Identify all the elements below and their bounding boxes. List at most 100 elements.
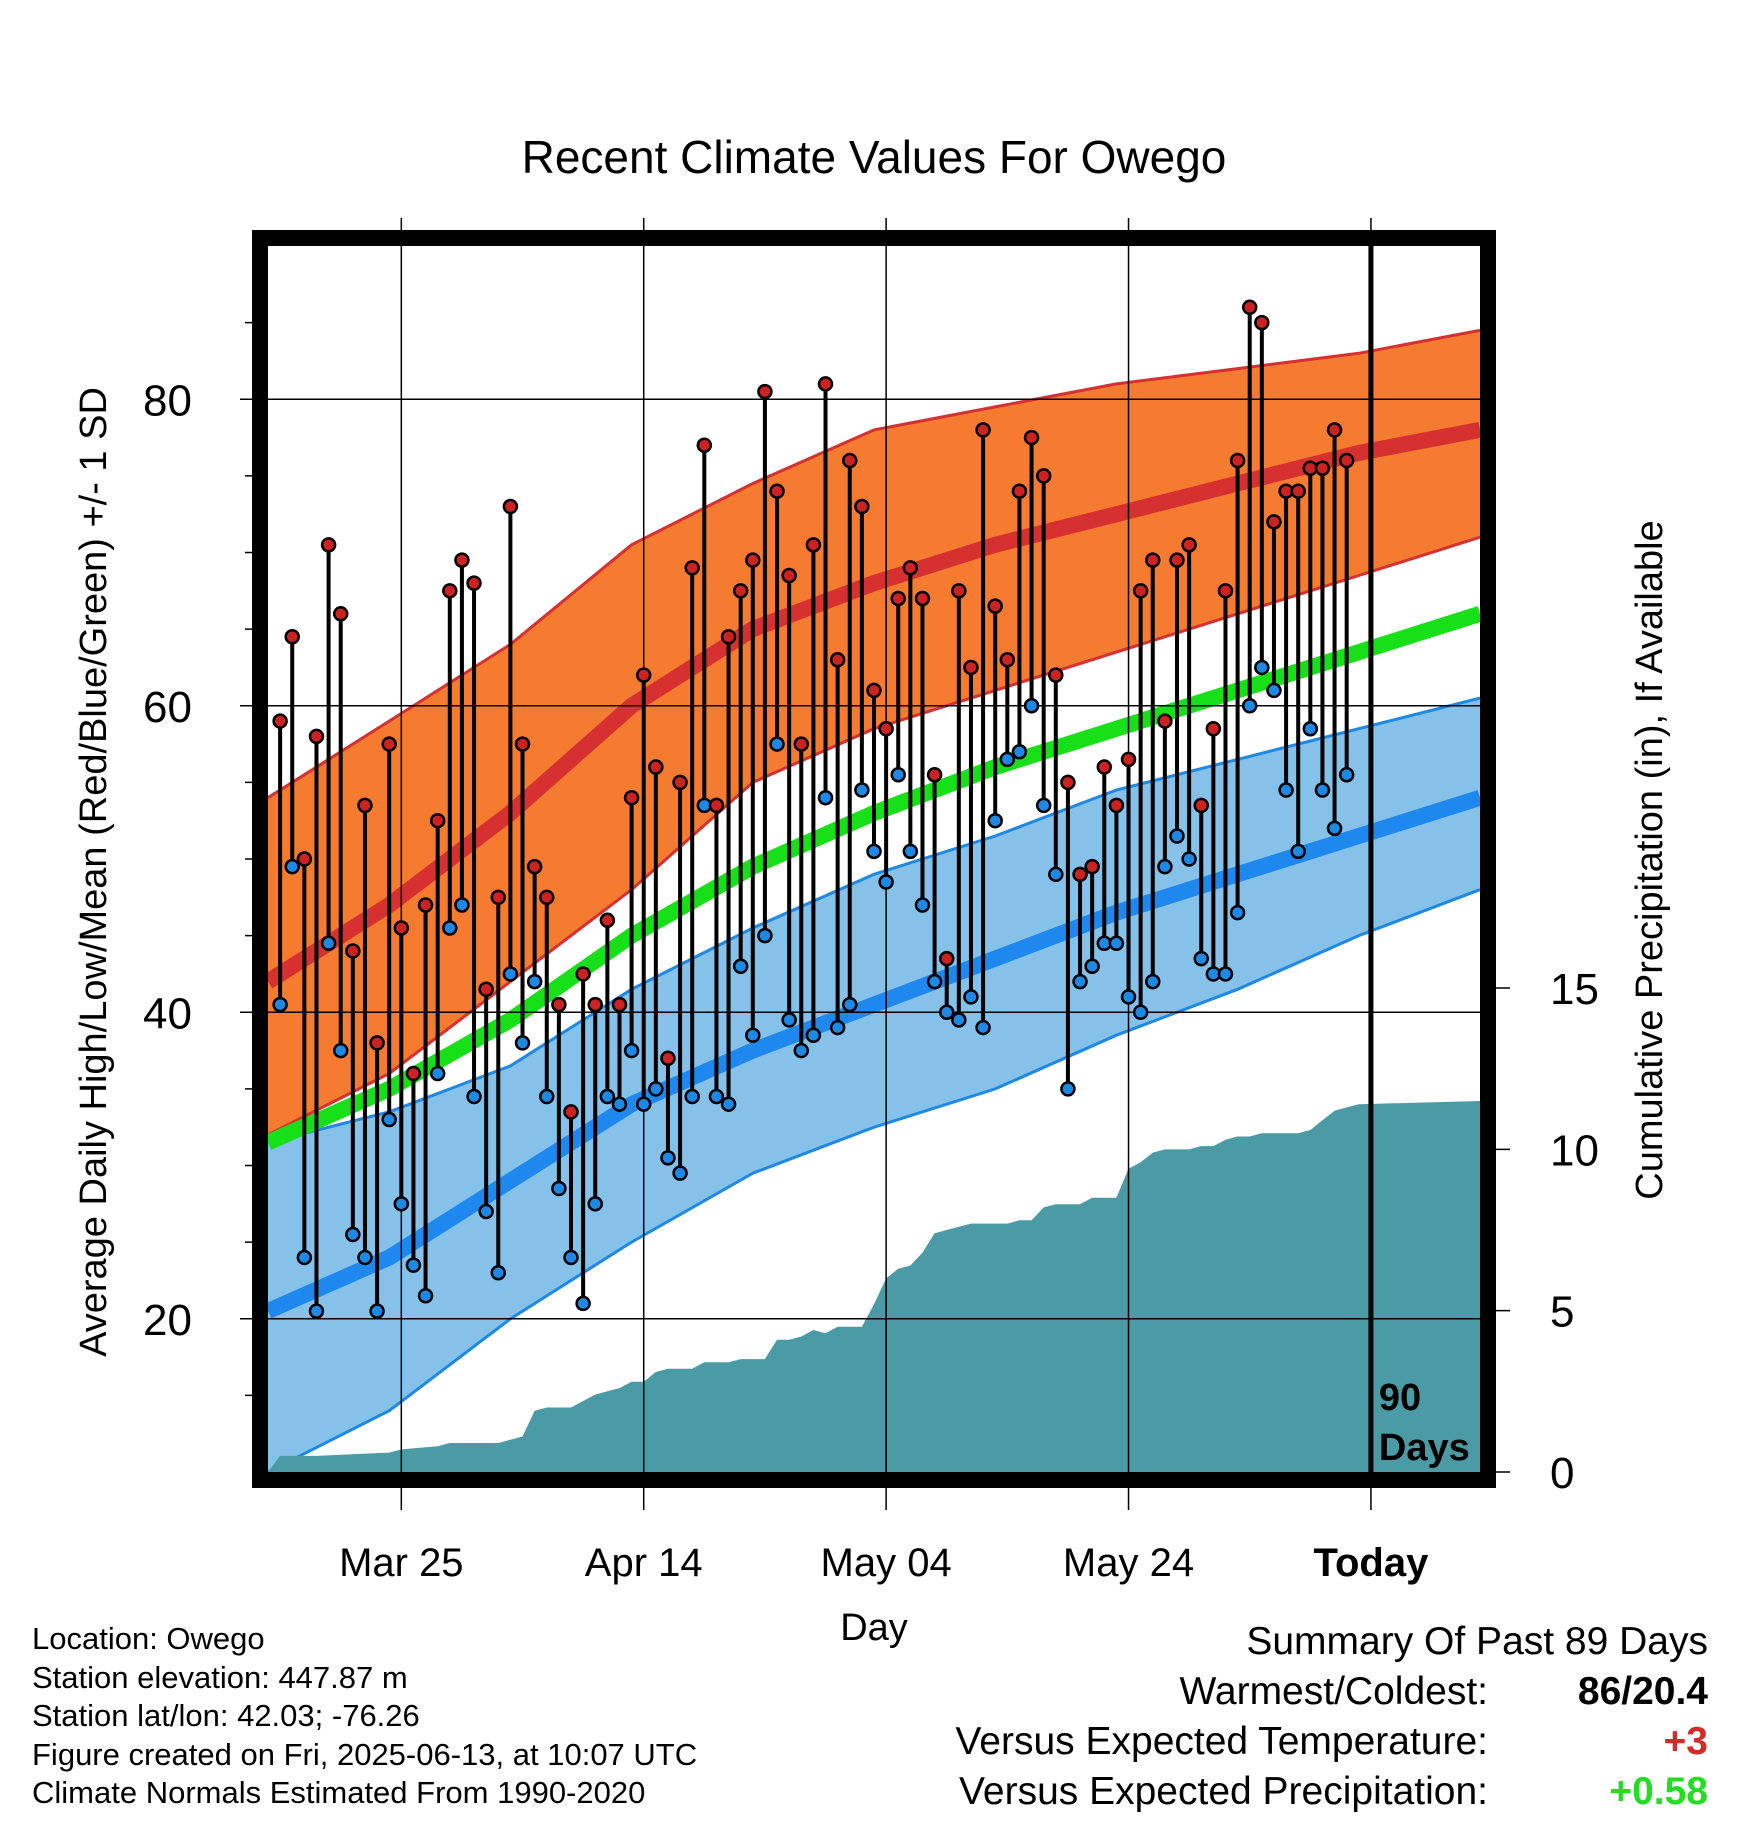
high-point [745,552,761,568]
high-point [805,537,822,553]
low-point [1072,973,1088,990]
high-point [793,736,810,752]
high-point [1120,751,1137,768]
high-point [405,1065,422,1082]
high-point [539,889,555,906]
low-point [708,1088,725,1105]
high-point [987,598,1003,614]
high-point [660,1050,676,1066]
low-point [769,736,785,752]
created-text: Figure created on Fri, 2025-06-13, at 10… [32,1736,698,1772]
high-point [442,583,458,599]
low-point [866,843,882,860]
high-point [1229,452,1246,469]
low-point [454,897,470,913]
low-point [963,989,979,1005]
today-days-label: 90 [1379,1377,1421,1419]
high-point [563,1104,579,1120]
high-point [648,759,664,775]
high-point [817,376,834,392]
low-point [890,766,906,783]
high-point [1290,483,1306,499]
low-point [345,1226,361,1243]
low-point [951,1012,967,1028]
low-point [902,843,919,860]
x-tick-label: Today [1314,1541,1430,1585]
high-point [1181,537,1197,553]
high-point [696,437,713,453]
x-axis-label: Day [840,1607,908,1649]
high-point [890,590,906,607]
low-point [466,1088,482,1105]
normals-text: Climate Normals Estimated From 1990-2020 [32,1775,646,1810]
high-point [769,483,785,499]
low-point [320,935,337,952]
low-point [502,966,519,982]
low-point [1217,966,1234,982]
high-point [914,590,931,607]
low-point [999,751,1016,768]
y-right-tick-label: 10 [1550,1126,1599,1175]
location-text: Location: Owego [32,1621,265,1656]
high-point [854,498,870,515]
vs-temp-label: Versus Expected Temperature: [955,1720,1488,1763]
low-point [1229,904,1246,921]
low-point [684,1088,700,1105]
low-point [1157,858,1173,875]
low-point [1278,782,1294,798]
high-point [1011,483,1028,499]
low-point [539,1088,555,1105]
low-point [587,1196,603,1212]
low-point [296,1249,313,1266]
y-left-tick-label: 80 [143,376,192,425]
high-point [417,897,434,913]
low-sd-band-upper-edge [268,696,1480,1144]
high-point [466,575,482,591]
high-point [357,797,373,814]
high-point [1023,429,1040,446]
high-point [320,537,337,553]
high-point [1169,552,1185,568]
precipitation-fill [268,1101,1480,1472]
high-point [454,552,470,568]
low-point [648,1081,664,1097]
high-point [478,981,494,998]
low-point [1193,950,1209,967]
low-point [623,1042,640,1059]
low-point [1254,659,1270,676]
low-point [1120,989,1137,1005]
summary-row-warmest: Warmest/Coldest: 86/20.4 [808,1670,1708,1720]
axes: 20 40 60 80 0 5 10 15 Mar 25 Apr 14 May 04 May 24 To… [73,230,1671,1649]
high-point [502,498,519,515]
high-point [526,858,543,875]
y-left-tick-label: 20 [143,1296,192,1345]
today-days-label: Days [1379,1427,1470,1469]
high-normal-line [268,422,1480,989]
high-point [708,797,725,814]
summary-heading: Summary Of Past 89 Days [808,1620,1708,1670]
high-point [757,383,773,400]
y-right-tick-label: 15 [1550,965,1599,1014]
low-point [575,1295,591,1312]
high-point [599,912,616,929]
low-normal-line [268,790,1480,1319]
high-point [1266,514,1282,530]
summary-panel: Summary Of Past 89 Days Warmest/Coldest:… [808,1620,1708,1820]
low-point [829,1019,846,1036]
vs-precip-label: Versus Expected Precipitation: [959,1770,1488,1813]
low-point [732,958,749,975]
high-point [829,652,846,668]
low-point [975,1019,991,1036]
high-sd-band [268,330,1480,1135]
high-point [963,659,979,676]
high-point [902,560,919,576]
low-point [660,1150,676,1166]
high-point [296,851,313,867]
high-point [429,812,446,829]
high-point [842,452,858,469]
high-point [926,766,943,783]
low-point [1060,1081,1076,1097]
low-point [1023,698,1040,714]
low-point [442,920,458,936]
